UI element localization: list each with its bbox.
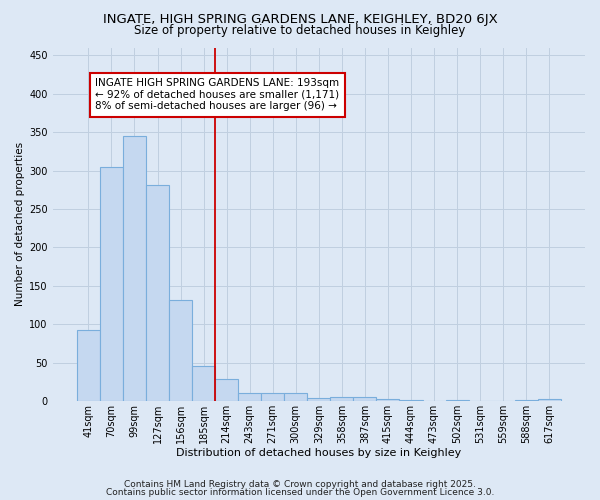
Bar <box>376 399 400 401</box>
Text: INGATE HIGH SPRING GARDENS LANE: 193sqm
← 92% of detached houses are smaller (1,: INGATE HIGH SPRING GARDENS LANE: 193sqm … <box>95 78 340 112</box>
Bar <box>169 300 192 401</box>
Bar <box>284 394 307 401</box>
Bar <box>100 166 123 401</box>
Text: Contains HM Land Registry data © Crown copyright and database right 2025.: Contains HM Land Registry data © Crown c… <box>124 480 476 489</box>
Bar <box>515 400 538 401</box>
Bar <box>331 398 353 401</box>
Bar <box>238 394 261 401</box>
Bar <box>77 330 100 401</box>
Text: Size of property relative to detached houses in Keighley: Size of property relative to detached ho… <box>134 24 466 37</box>
Bar <box>123 136 146 401</box>
Bar <box>261 392 284 401</box>
Bar <box>192 366 215 401</box>
Text: INGATE, HIGH SPRING GARDENS LANE, KEIGHLEY, BD20 6JX: INGATE, HIGH SPRING GARDENS LANE, KEIGHL… <box>103 12 497 26</box>
Bar <box>215 379 238 401</box>
Bar <box>400 400 422 401</box>
Text: Contains public sector information licensed under the Open Government Licence 3.: Contains public sector information licen… <box>106 488 494 497</box>
X-axis label: Distribution of detached houses by size in Keighley: Distribution of detached houses by size … <box>176 448 461 458</box>
Bar <box>538 399 561 401</box>
Bar <box>146 185 169 401</box>
Bar <box>446 400 469 401</box>
Y-axis label: Number of detached properties: Number of detached properties <box>15 142 25 306</box>
Bar <box>307 398 331 401</box>
Bar <box>353 398 376 401</box>
